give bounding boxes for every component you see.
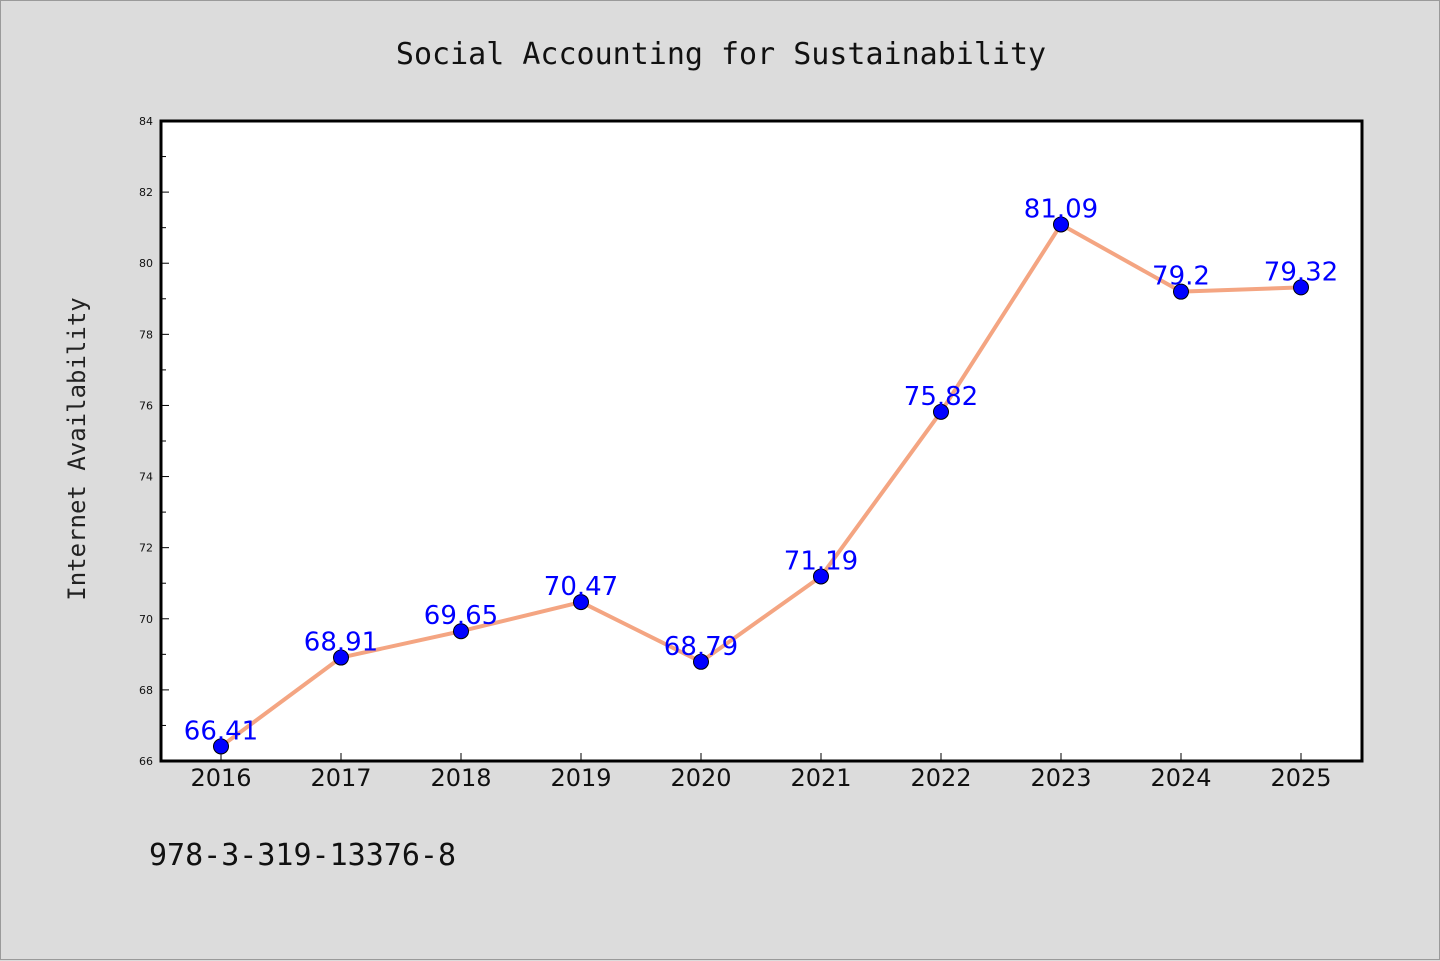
data-point[interactable]: [1053, 216, 1069, 233]
data-point[interactable]: [693, 653, 709, 670]
footer-isbn: 978-3-319-13376-8: [149, 838, 456, 873]
data-label: 66.41: [184, 716, 258, 746]
data-point[interactable]: [333, 649, 349, 666]
x-tick-label: 2023: [1030, 764, 1091, 792]
x-tick-label: 2020: [670, 764, 731, 792]
y-tick-label: 72: [139, 542, 153, 555]
y-tick-label: 76: [139, 399, 153, 412]
y-axis: 66 68 70 72 74 76 78 80 82 84: [139, 115, 169, 768]
x-tick-label: 2016: [190, 764, 251, 792]
y-tick-label: 84: [139, 115, 153, 128]
y-tick-label: 74: [139, 471, 153, 484]
data-label: 79.32: [1264, 257, 1338, 287]
x-tick-label: 2017: [310, 764, 371, 792]
y-tick-label: 66: [139, 755, 153, 768]
x-tick-label: 2019: [550, 764, 611, 792]
chart-title: Social Accounting for Sustainability: [396, 37, 1046, 72]
x-tick-label: 2024: [1150, 764, 1211, 792]
y-tick-label: 80: [139, 257, 153, 270]
x-tick-label: 2018: [430, 764, 491, 792]
data-label: 69.65: [424, 601, 498, 631]
data-point[interactable]: [1173, 283, 1189, 300]
data-point[interactable]: [1293, 279, 1309, 296]
y-tick-label: 78: [139, 328, 153, 341]
data-label: 70.47: [544, 572, 618, 602]
y-axis-label: Internet Availability: [63, 297, 91, 600]
data-point[interactable]: [573, 594, 589, 611]
y-tick-label: 68: [139, 684, 153, 697]
x-tick-label: 2022: [910, 764, 971, 792]
data-point[interactable]: [213, 738, 229, 755]
data-point[interactable]: [453, 623, 469, 640]
y-tick-label: 70: [139, 613, 153, 626]
data-point[interactable]: [813, 568, 829, 585]
data-label: 68.91: [304, 628, 378, 658]
data-label: 68.79: [664, 632, 738, 662]
x-tick-label: 2021: [790, 764, 851, 792]
data-label: 75.82: [904, 382, 978, 412]
x-axis: 2016 2017 2018 2019 2020 2021 2022 2023 2024 2025: [190, 753, 1332, 792]
x-tick-label: 2025: [1270, 764, 1331, 792]
data-label: 79.2: [1152, 262, 1210, 292]
series-line: [219, 222, 1302, 749]
series-group: 66.41 68.91 69.65 70.47 68.79 71.19 75.82 81.09…: [184, 194, 1338, 755]
data-label: 81.09: [1024, 194, 1098, 224]
y-tick-label: 82: [139, 186, 153, 199]
data-point[interactable]: [933, 403, 949, 420]
data-label: 71.19: [784, 546, 858, 576]
